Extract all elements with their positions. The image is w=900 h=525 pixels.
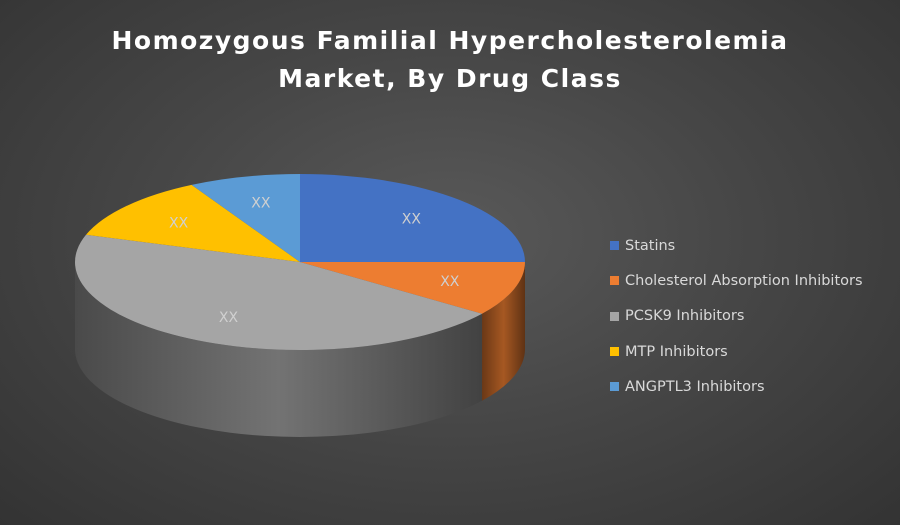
data-label: XX <box>440 274 460 290</box>
legend-item: Cholesterol Absorption Inhibitors <box>610 263 863 298</box>
pie-slice <box>75 234 483 350</box>
data-label: XX <box>219 310 239 326</box>
pie-slice <box>300 262 525 314</box>
pie-slice-side <box>75 262 483 437</box>
data-label: XX <box>169 216 189 232</box>
pie-slice <box>86 184 300 262</box>
legend-swatch <box>610 347 619 357</box>
legend-item: ANGPTL3 Inhibitors <box>610 369 863 404</box>
data-label: XX <box>251 195 271 211</box>
legend-label: PCSK9 Inhibitors <box>625 308 745 325</box>
legend-swatch <box>610 382 619 392</box>
pie-top-faces <box>75 174 525 350</box>
pie-slice <box>191 174 300 262</box>
data-label: XX <box>402 211 422 227</box>
legend-item: MTP Inhibitors <box>610 334 863 369</box>
legend-swatch <box>610 311 619 321</box>
pie-slice <box>300 174 525 262</box>
pie-side-walls <box>75 262 525 437</box>
chart-title: Homozygous Familial Hypercholesterolemia… <box>0 22 900 98</box>
legend-item: PCSK9 Inhibitors <box>610 299 863 334</box>
chart-title-line-2: Market, By Drug Class <box>278 64 622 93</box>
legend-swatch <box>610 276 619 286</box>
legend-label: MTP Inhibitors <box>625 343 728 360</box>
legend-swatch <box>610 241 619 251</box>
pie-slice-side <box>482 262 525 401</box>
legend: Statins Cholesterol Absorption Inhibitors… <box>610 228 863 404</box>
chart-title-line-1: Homozygous Familial Hypercholesterolemia <box>111 26 789 55</box>
legend-label: ANGPTL3 Inhibitors <box>625 378 765 395</box>
legend-label: Cholesterol Absorption Inhibitors <box>625 272 863 289</box>
legend-label: Statins <box>625 237 676 254</box>
legend-item: Statins <box>610 228 863 263</box>
